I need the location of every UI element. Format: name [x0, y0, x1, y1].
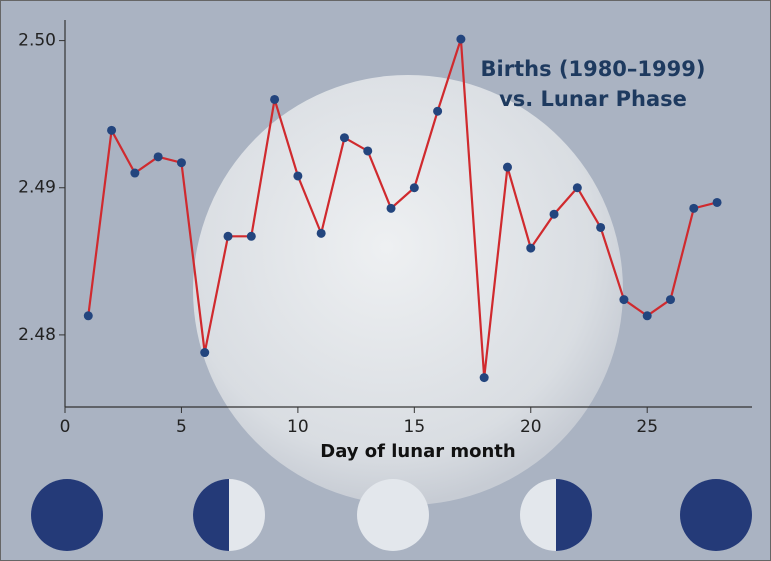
x-tick-label: 25: [636, 417, 658, 437]
point: [363, 146, 373, 156]
point: [479, 373, 489, 383]
x-tick-label: 10: [287, 417, 309, 437]
point: [386, 203, 396, 213]
chart-title: vs. Lunar Phase: [499, 87, 687, 111]
point: [526, 243, 536, 253]
x-axis-label: Day of lunar month: [320, 441, 515, 462]
x-tick-label: 20: [520, 417, 542, 437]
point: [130, 168, 140, 178]
point: [293, 171, 303, 181]
point: [409, 183, 419, 193]
point: [200, 348, 210, 358]
x-tick-label: 15: [404, 417, 426, 437]
chart-title: Births (1980–1999): [481, 57, 706, 81]
point: [456, 34, 466, 44]
phase-icons: [31, 479, 752, 551]
point: [689, 203, 699, 213]
point: [619, 295, 629, 305]
y-tick-label: 2.49: [18, 178, 56, 198]
point: [339, 133, 349, 143]
point: [596, 222, 606, 232]
point: [83, 311, 93, 321]
point: [712, 197, 722, 207]
point: [665, 295, 675, 305]
point: [642, 311, 652, 321]
point: [107, 125, 117, 135]
point: [270, 94, 280, 104]
point: [433, 106, 443, 116]
x-tick-label: 5: [176, 417, 187, 437]
point: [153, 152, 163, 162]
y-tick-label: 2.48: [18, 325, 56, 345]
x-tick-label: 0: [60, 417, 71, 437]
point: [176, 158, 186, 168]
line: [87, 38, 718, 378]
point: [549, 209, 559, 219]
point: [502, 162, 512, 172]
point: [223, 231, 233, 241]
point: [316, 228, 326, 238]
point: [572, 183, 582, 193]
y-tick-label: 2.50: [18, 31, 56, 51]
point: [246, 231, 256, 241]
